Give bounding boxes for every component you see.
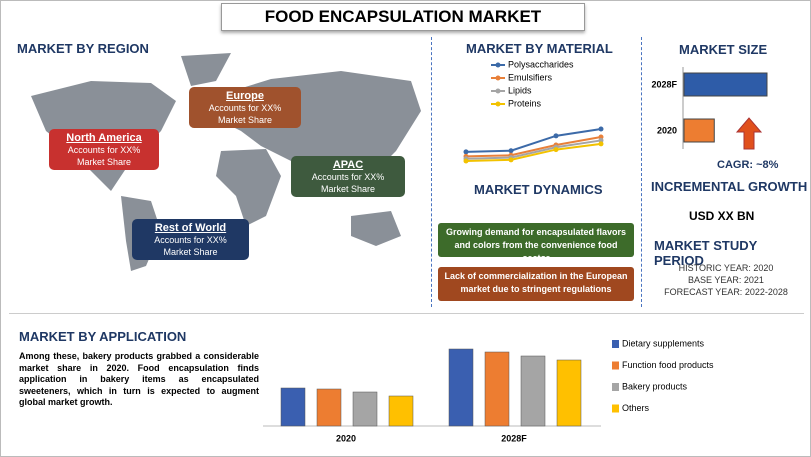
line-point (463, 158, 469, 164)
line-point (553, 133, 559, 139)
bar (388, 395, 414, 427)
period-list: HISTORIC YEAR: 2020 BASE YEAR: 2021 FORECA… (641, 262, 810, 298)
region-share: Accounts for XX% (67, 145, 141, 155)
line-series (465, 128, 602, 153)
bar-label: 2020 (657, 125, 677, 135)
region-callout: APAC Accounts for XX% Market Share (291, 156, 405, 197)
section-heading: INCREMENTAL GROWTH (651, 179, 808, 194)
x-tick-label: 2020 (336, 433, 356, 443)
dynamics-item: Lack of commercialization in the Europea… (438, 267, 634, 301)
section-heading: MARKET STUDY PERIOD (654, 238, 758, 268)
legend-label: Lipids (508, 85, 532, 95)
region-share: Market Share (163, 247, 218, 257)
legend-marker (495, 88, 501, 94)
title-bar: FOOD ENCAPSULATION MARKET (221, 3, 585, 31)
section-heading: MARKET BY APPLICATION (19, 329, 187, 344)
bar (352, 391, 378, 427)
bar (280, 387, 306, 427)
legend-marker (495, 101, 501, 107)
application-text: Among these, bakery products grabbed a c… (19, 351, 259, 407)
region-callout: Europe Accounts for XX% Market Share (189, 87, 301, 128)
legend-label: Others (622, 403, 650, 413)
region-share: Market Share (76, 157, 132, 167)
bar (683, 72, 768, 97)
region-share: Market Share (320, 184, 376, 194)
region-name: Rest of World (154, 222, 227, 234)
region-name: APAC (332, 159, 364, 171)
region-callout: Rest of World Accounts for XX% Market Shar… (132, 219, 249, 260)
cagr: CAGR: ~8% (717, 159, 779, 171)
region-name: Europe (226, 90, 264, 102)
bar (316, 388, 342, 427)
legend-label: Dietary supplements (622, 338, 705, 348)
line-series (465, 139, 602, 160)
line-series (465, 136, 602, 158)
growth-arrow (735, 117, 763, 150)
legend-swatch (612, 340, 619, 348)
legend-label: Polysaccharides (508, 59, 574, 69)
line-point (598, 137, 604, 143)
divider (9, 313, 804, 314)
legend-label: Proteins (508, 98, 542, 108)
divider (641, 37, 642, 307)
legend-label: Function food products (622, 360, 714, 370)
region-share: Accounts for XX% (154, 235, 227, 245)
section-heading: MARKET SIZE (679, 42, 768, 57)
legend-label: Emulsifiers (508, 72, 553, 82)
region-callout: North America Accounts for XX% Market Shar… (49, 129, 159, 170)
divider (431, 37, 432, 307)
growth-value: USD XX BN (689, 209, 755, 223)
section-heading: MARKET DYNAMICS (474, 182, 603, 197)
legend-swatch (612, 404, 619, 413)
bar (520, 355, 546, 427)
bar (556, 359, 582, 427)
bar (683, 118, 715, 143)
x-tick-label: 2028F (501, 433, 527, 443)
bar (484, 351, 510, 427)
line-series (465, 142, 602, 162)
period-line: BASE YEAR: 2021 (688, 275, 764, 285)
line-point (598, 141, 604, 147)
legend-swatch (612, 383, 619, 391)
legend-marker (495, 75, 501, 81)
bar-label: 2028F (651, 79, 677, 89)
region-name: North America (66, 132, 142, 144)
legend-marker (495, 62, 501, 68)
legend-label: Bakery products (622, 381, 688, 391)
bar (448, 348, 474, 427)
line-point (598, 134, 604, 140)
region-share: Accounts for XX% (208, 103, 282, 113)
line-point (508, 148, 514, 154)
region-share: Accounts for XX% (311, 172, 385, 182)
legend-swatch (612, 361, 619, 370)
section-heading: MARKET BY REGION (17, 41, 149, 56)
line-point (463, 149, 469, 155)
dynamics-item: Growing demand for encapsulated flavors … (438, 223, 634, 263)
period-line: FORECAST YEAR: 2022-2028 (664, 287, 788, 297)
line-point (598, 126, 604, 132)
section-heading: MARKET BY MATERIAL (466, 41, 613, 56)
line-point (508, 157, 514, 163)
line-point (553, 147, 559, 153)
period-line: HISTORIC YEAR: 2020 (678, 263, 774, 273)
region-share: Market Share (217, 115, 273, 125)
